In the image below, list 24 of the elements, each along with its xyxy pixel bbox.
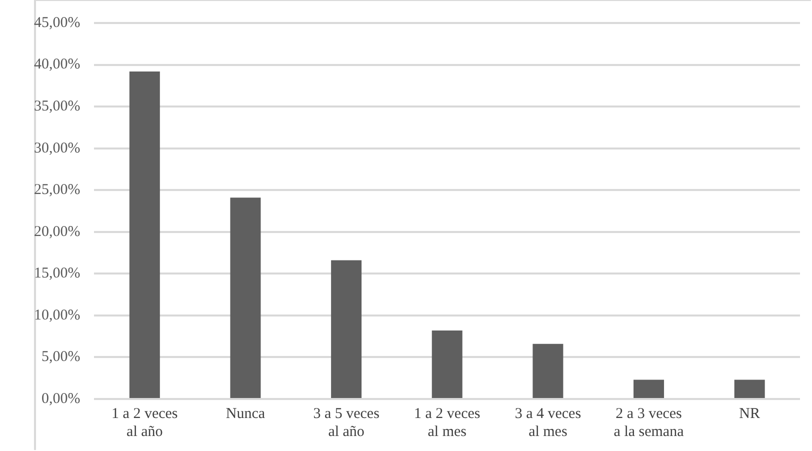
bar <box>331 260 362 398</box>
bar <box>230 198 261 398</box>
y-tick-label: 5,00% <box>41 349 80 366</box>
y-tick-label: 20,00% <box>34 224 80 240</box>
x-tick-label: 3 a 5 veces al año <box>313 406 380 440</box>
x-tick-label: 2 a 3 veces a la semana <box>614 406 684 440</box>
y-tick-label: 35,00% <box>34 98 80 114</box>
bar <box>634 380 664 398</box>
y-tick-label: 0,00% <box>41 390 80 407</box>
bar <box>129 71 160 398</box>
x-tick-label: 1 a 2 veces al año <box>112 406 178 440</box>
y-tick-label: 10,00% <box>34 307 80 324</box>
x-tick-label: 3 a 4 veces al mes <box>514 406 582 440</box>
bar <box>432 330 462 398</box>
y-tick-label: 30,00% <box>34 140 80 156</box>
x-tick-label: 1 a 2 veces al mes <box>414 406 480 440</box>
bar <box>532 344 564 398</box>
bar <box>734 380 765 398</box>
y-tick-label: 45,00% <box>34 14 80 31</box>
y-tick-label: 25,00% <box>34 182 80 198</box>
y-tick-label: 40,00% <box>34 56 80 73</box>
x-tick-label: NR <box>739 406 760 422</box>
x-tick-label: Nunca <box>226 406 266 422</box>
y-tick-label: 15,00% <box>34 266 80 282</box>
